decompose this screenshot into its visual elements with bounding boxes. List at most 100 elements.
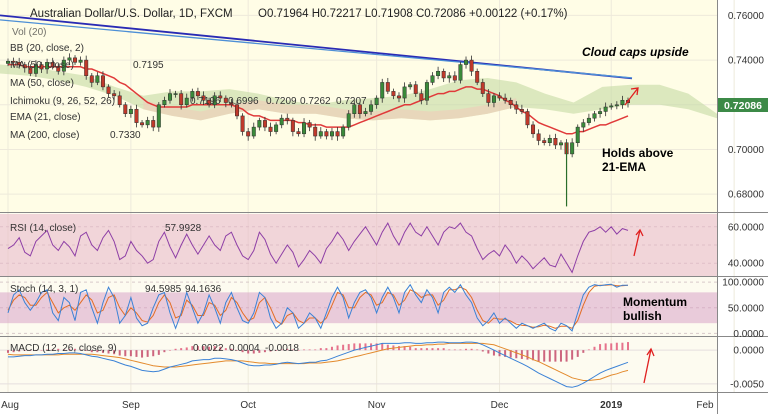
macd-hist-bar bbox=[68, 348, 71, 351]
macd-hist-bar bbox=[196, 346, 199, 351]
candle-body bbox=[117, 95, 122, 106]
vol-label: Vol (20) bbox=[12, 27, 46, 38]
candle-body bbox=[614, 104, 619, 107]
macd-hist-bar bbox=[157, 350, 160, 355]
candle-body bbox=[352, 104, 357, 114]
annotation-momentum-1: Momentum bbox=[623, 295, 687, 309]
candle-body bbox=[480, 82, 485, 94]
macd-hist-bar bbox=[627, 342, 629, 351]
candle-body bbox=[279, 117, 284, 126]
macd-hist-bar bbox=[124, 350, 127, 357]
bb-line bbox=[0, 19, 633, 79]
candle-body bbox=[190, 91, 195, 99]
arrow-macd bbox=[643, 348, 652, 384]
stoch-tick-label: 50.0000 bbox=[728, 303, 765, 314]
candle-body bbox=[581, 122, 586, 128]
macd-signal-line bbox=[7, 342, 629, 381]
macd-hist-bar bbox=[397, 346, 400, 351]
candle-body bbox=[357, 104, 362, 114]
candle-body bbox=[50, 62, 55, 68]
arrow-rsi bbox=[633, 229, 641, 257]
macd-v3: -0.0018 bbox=[265, 343, 299, 354]
candle-body bbox=[519, 108, 524, 112]
candle-body bbox=[385, 82, 390, 92]
arrow-price bbox=[624, 87, 639, 106]
macd-hist-bar bbox=[526, 350, 529, 360]
candle-body bbox=[313, 126, 318, 137]
candle-body bbox=[112, 93, 117, 97]
macd-hist-bar bbox=[537, 350, 540, 362]
price-tick-label: 0.68000 bbox=[728, 190, 765, 201]
candle-body bbox=[374, 97, 379, 106]
macd-hist-bar bbox=[29, 350, 32, 351]
macd-hist-bar bbox=[252, 350, 255, 354]
price-tick-label: 0.70000 bbox=[728, 145, 765, 156]
candle-body bbox=[134, 108, 139, 123]
macd-hist-bar bbox=[375, 343, 378, 351]
candle-body bbox=[45, 62, 50, 70]
last-price-badge bbox=[718, 98, 768, 112]
ma50-label: MA (50, close) bbox=[10, 60, 74, 71]
rsi-band bbox=[0, 214, 717, 276]
candle-body bbox=[324, 131, 329, 137]
symbol-title: Australian Dollar/U.S. Dollar, 1D, FXCM bbox=[30, 8, 233, 20]
candle-body bbox=[514, 104, 519, 110]
macd-hist-bar bbox=[604, 343, 607, 351]
candle-body bbox=[452, 75, 457, 81]
candle-body bbox=[436, 71, 441, 76]
macd-hist-bar bbox=[12, 350, 15, 353]
macd-hist-bar bbox=[442, 348, 445, 351]
candles bbox=[6, 53, 630, 158]
candle-body bbox=[402, 86, 407, 99]
annotation-holds-2: 21-EMA bbox=[602, 160, 646, 174]
x-tick-label: Nov bbox=[368, 400, 386, 411]
macd-hist-bar bbox=[459, 349, 462, 351]
ichimoku-v4: 0.7262 bbox=[300, 96, 331, 107]
macd-hist-bar bbox=[101, 350, 104, 353]
macd-hist-bar bbox=[481, 350, 484, 352]
macd-hist-bar bbox=[336, 345, 339, 351]
candle-body bbox=[380, 82, 385, 99]
macd-hist-bar bbox=[191, 346, 194, 351]
candle-body bbox=[73, 57, 78, 63]
arrows bbox=[624, 87, 655, 384]
ma200-label: MA (200, close) bbox=[10, 130, 79, 141]
macd-hist-bar bbox=[241, 350, 244, 353]
macd-hist-bar bbox=[291, 349, 294, 351]
candle-body bbox=[536, 133, 541, 141]
macd-hist-bar bbox=[202, 346, 205, 351]
stoch-k-line bbox=[7, 283, 628, 332]
macd-hist-bar bbox=[615, 342, 618, 351]
macd-hist-bar bbox=[208, 346, 211, 351]
macd-hist-bar bbox=[582, 350, 585, 353]
candle-body bbox=[78, 59, 83, 63]
macd-hist-bar bbox=[163, 350, 166, 353]
rsi-line bbox=[7, 222, 629, 274]
macd-hist-bar bbox=[448, 349, 451, 351]
candle-body bbox=[168, 93, 172, 101]
macd-hist-bar bbox=[548, 350, 551, 362]
x-tick-label: Aug bbox=[1, 400, 19, 411]
candle-body bbox=[525, 111, 530, 126]
candle-body bbox=[61, 59, 66, 72]
candle-body bbox=[531, 124, 536, 135]
candle-body bbox=[391, 91, 396, 97]
candle-body bbox=[408, 84, 413, 88]
candle-body bbox=[329, 131, 334, 137]
rsi-tick-label: 60.0000 bbox=[728, 222, 765, 233]
macd-hist-bar bbox=[269, 350, 272, 352]
candle-body bbox=[39, 64, 44, 70]
macd-hist-bar bbox=[487, 350, 490, 354]
candle-body bbox=[586, 117, 591, 123]
macd-hist-bar bbox=[23, 350, 26, 351]
macd-hist-bar bbox=[146, 350, 149, 357]
last-price-text: 0.72086 bbox=[724, 100, 762, 112]
macd-hist-bar bbox=[559, 350, 562, 362]
price-tick-label: 0.76000 bbox=[728, 11, 765, 22]
macd-hist-bar bbox=[79, 349, 82, 351]
candle-body bbox=[84, 59, 89, 76]
macd-hist-bar bbox=[492, 350, 495, 356]
candle-body bbox=[497, 95, 502, 99]
candle-body bbox=[503, 97, 508, 101]
candle-body bbox=[162, 100, 167, 106]
